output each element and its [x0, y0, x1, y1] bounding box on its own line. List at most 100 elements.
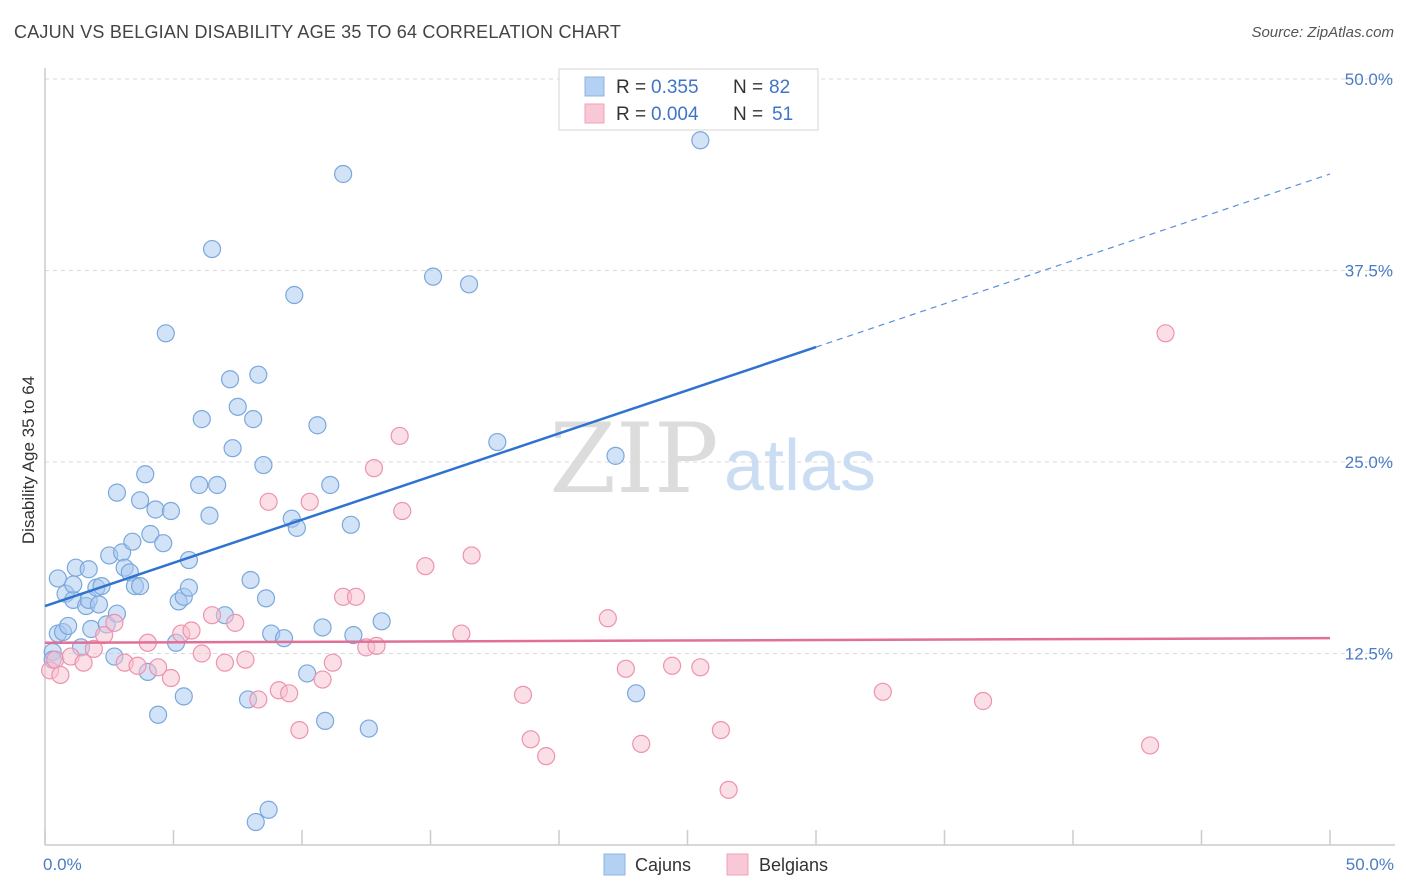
data-point-cajuns: [148, 705, 168, 724]
data-point-cajuns: [249, 365, 268, 384]
series-legend-label-cajuns: Cajuns: [635, 855, 691, 875]
data-point-cajuns: [59, 616, 78, 636]
data-point-belgians: [300, 492, 319, 511]
data-point-cajuns: [48, 569, 67, 588]
data-point-belgians: [1140, 736, 1160, 755]
data-point-belgians: [313, 670, 332, 689]
legend-r-label-cajuns: R =: [616, 77, 646, 98]
legend-n-label-cajuns: N =: [733, 77, 763, 98]
legend-swatch-belgians: [584, 103, 605, 124]
data-point-cajuns: [488, 432, 507, 452]
data-point-belgians: [236, 650, 255, 669]
data-point-cajuns: [174, 687, 193, 706]
series-legend-swatch-belgians: [726, 853, 749, 876]
data-point-cajuns: [130, 576, 150, 596]
data-point-cajuns: [223, 439, 242, 458]
trend-line-belgians: [44, 636, 1331, 645]
data-point-cajuns: [423, 267, 443, 286]
data-point-cajuns: [606, 446, 625, 465]
data-point-belgians: [513, 685, 533, 704]
data-point-belgians: [202, 606, 222, 625]
data-point-cajuns: [459, 275, 479, 294]
data-point-belgians: [105, 613, 124, 632]
data-point-belgians: [192, 644, 211, 663]
legend-n-value-belgians: 51: [772, 104, 793, 125]
data-point-belgians: [598, 609, 617, 628]
data-point-cajuns: [154, 534, 173, 553]
data-point-belgians: [161, 668, 181, 688]
legend-r-label-belgians: R =: [616, 104, 646, 125]
data-point-belgians: [346, 587, 366, 606]
stats-legend: R = 0.355 N = 82 R = 0.004 N = 51: [558, 68, 819, 131]
data-point-belgians: [46, 650, 65, 669]
data-point-belgians: [323, 653, 342, 672]
data-point-cajuns: [256, 589, 276, 608]
data-point-cajuns: [244, 410, 263, 429]
data-point-cajuns: [146, 500, 165, 519]
tick-labels: 12.5% 25.0% 37.5% 50.0% 0.0% 50.0%: [43, 70, 1394, 874]
data-point-belgians: [691, 658, 710, 677]
y-tick-label: 25.0%: [1345, 453, 1393, 472]
legend-n-value-cajuns: 82: [769, 77, 790, 98]
data-point-belgians: [226, 613, 245, 632]
data-point-cajuns: [89, 595, 109, 614]
data-point-cajuns: [246, 812, 265, 832]
data-point-belgians: [537, 747, 556, 766]
data-point-belgians: [973, 691, 993, 711]
watermark-zip: ZIP: [549, 403, 718, 515]
trend-line-cajuns: [44, 345, 817, 608]
data-point-cajuns: [202, 239, 222, 259]
legend-swatch-cajuns: [584, 76, 605, 97]
data-point-cajuns: [192, 410, 211, 429]
data-point-belgians: [719, 780, 738, 799]
data-point-cajuns: [208, 475, 227, 495]
x-tick-label: 50.0%: [1346, 855, 1394, 874]
data-point-belgians: [416, 557, 435, 576]
data-point-belgians: [84, 639, 103, 659]
data-point-cajuns: [123, 532, 142, 551]
data-point-cajuns: [274, 629, 294, 648]
data-point-belgians: [148, 658, 168, 677]
series-legend-label-belgians: Belgians: [759, 855, 828, 875]
trend-extension-cajuns: [815, 173, 1331, 348]
data-point-cajuns: [79, 560, 98, 579]
data-point-belgians: [616, 659, 635, 678]
data-point-cajuns: [179, 578, 199, 597]
data-point-cajuns: [259, 800, 278, 819]
data-point-belgians: [632, 734, 651, 753]
data-point-cajuns: [241, 570, 260, 590]
y-tick-label: 50.0%: [1345, 70, 1393, 89]
data-point-cajuns: [298, 664, 317, 683]
data-point-cajuns: [107, 483, 127, 502]
data-point-cajuns: [626, 684, 646, 703]
chart-title: CAJUN VS BELGIAN DISABILITY AGE 35 TO 64…: [14, 22, 622, 42]
data-point-cajuns: [141, 524, 160, 544]
data-point-cajuns: [136, 465, 155, 484]
data-point-belgians: [662, 656, 682, 675]
data-point-belgians: [393, 501, 412, 521]
grid-lines: [45, 78, 1395, 654]
data-point-cajuns: [308, 416, 327, 435]
data-point-belgians: [182, 621, 201, 640]
data-point-cajuns: [64, 575, 83, 594]
data-point-cajuns: [341, 515, 360, 534]
data-point-belgians: [1156, 324, 1175, 343]
y-tick-label: 37.5%: [1345, 262, 1393, 281]
data-point-belgians: [390, 426, 409, 446]
series-legend-swatch-cajuns: [603, 853, 626, 876]
trend-lines: [44, 173, 1331, 645]
watermark: ZIP atlas: [549, 403, 876, 515]
data-point-cajuns: [200, 506, 219, 525]
data-point-belgians: [259, 492, 278, 511]
y-axis-title: Disability Age 35 to 64: [19, 376, 38, 544]
data-point-cajuns: [161, 501, 181, 521]
axes: [44, 68, 1395, 846]
data-point-belgians: [462, 546, 481, 565]
data-point-belgians: [290, 720, 309, 740]
source-label: Source: ZipAtlas.com: [1251, 24, 1394, 41]
data-point-cajuns: [228, 397, 247, 416]
data-point-cajuns: [254, 455, 273, 475]
data-point-cajuns: [220, 370, 240, 389]
data-point-belgians: [215, 653, 234, 672]
data-point-belgians: [249, 690, 268, 709]
